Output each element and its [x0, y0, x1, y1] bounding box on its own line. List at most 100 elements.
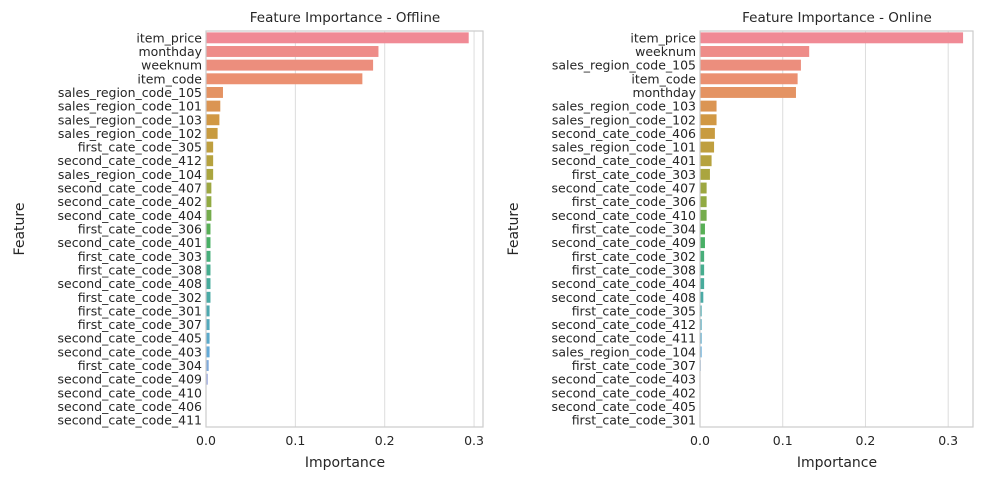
y-tick-label: second_cate_code_403: [58, 344, 202, 359]
y-tick-label: second_cate_code_407: [58, 181, 202, 196]
y-tick-label: first_cate_code_303: [572, 167, 696, 182]
chart-title: Feature Importance - Offline: [250, 10, 440, 26]
y-tick-label: weeknum: [141, 58, 202, 73]
bar: [206, 250, 211, 262]
bar: [206, 141, 214, 153]
y-tick-label: first_cate_code_307: [78, 317, 202, 332]
bar: [700, 46, 810, 57]
bar: [700, 100, 717, 112]
bar: [206, 196, 212, 208]
bar: [700, 59, 801, 71]
bar: [206, 305, 210, 317]
x-tick-label: 0.0: [690, 433, 710, 448]
y-tick-label: second_cate_code_405: [58, 331, 202, 346]
y-tick-label: item_code: [137, 71, 202, 86]
y-tick-label: second_cate_code_410: [552, 208, 697, 223]
x-tick-label: 0.1: [773, 433, 793, 448]
y-tick-label: monthday: [632, 85, 696, 100]
y-tick-label: first_cate_code_306: [78, 222, 202, 237]
x-tick-label: 0.2: [375, 433, 395, 448]
y-tick-label: second_cate_code_410: [58, 385, 203, 400]
y-tick-label: sales_region_code_105: [552, 58, 696, 73]
bar: [700, 114, 717, 126]
y-tick-label: first_cate_code_303: [78, 249, 202, 264]
y-tick-label: second_cate_code_404: [58, 208, 203, 223]
bar: [206, 264, 211, 276]
bar: [206, 373, 208, 385]
y-tick-label: first_cate_code_302: [78, 290, 202, 305]
bar: [700, 237, 705, 249]
bar: [206, 168, 214, 180]
chart-title: Feature Importance - Online: [742, 10, 932, 26]
bar: [206, 59, 374, 71]
y-tick-label: second_cate_code_401: [58, 235, 202, 250]
x-tick-label: 0.2: [856, 433, 876, 448]
y-tick-label: second_cate_code_408: [552, 290, 697, 305]
y-tick-label: second_cate_code_406: [552, 126, 697, 141]
y-tick-label: first_cate_code_306: [572, 194, 696, 209]
y-tick-label: first_cate_code_308: [572, 262, 696, 277]
y-axis-label: Feature: [12, 203, 28, 256]
y-tick-label: first_cate_code_307: [572, 358, 696, 373]
y-tick-label: sales_region_code_104: [58, 167, 202, 182]
y-tick-label: item_code: [631, 71, 696, 86]
y-tick-label: second_cate_code_402: [552, 385, 696, 400]
bar: [700, 86, 796, 98]
y-tick-label: sales_region_code_103: [58, 112, 202, 127]
axes-frame: [205, 30, 484, 428]
y-tick-label: second_cate_code_411: [552, 331, 696, 346]
bar: [206, 346, 210, 358]
bar: [700, 278, 705, 290]
y-axis-label: Feature: [506, 203, 522, 256]
y-tick-label: sales_region_code_104: [552, 344, 696, 359]
bar: [700, 141, 715, 153]
y-tick-label: second_cate_code_406: [58, 399, 203, 414]
bar: [700, 319, 702, 331]
bar: [206, 182, 212, 194]
y-tick-label: item_price: [630, 30, 696, 45]
x-tick-label: 0.0: [196, 433, 216, 448]
bar: [700, 155, 712, 167]
bar: [700, 264, 705, 276]
y-tick-label: second_cate_code_407: [552, 181, 696, 196]
y-tick-label: first_cate_code_301: [78, 303, 202, 318]
y-tick-label: sales_region_code_102: [58, 126, 202, 141]
y-tick-label: second_cate_code_412: [58, 153, 202, 168]
bar: [206, 114, 220, 126]
bar: [206, 73, 363, 85]
bar: [700, 209, 707, 221]
x-axis-label: Importance: [797, 455, 877, 471]
chart-panel-2: item_priceweeknumsales_region_code_105it…: [506, 10, 974, 471]
y-tick-label: first_cate_code_304: [78, 358, 202, 373]
y-tick-label: second_cate_code_408: [58, 276, 203, 291]
y-tick-label: sales_region_code_101: [58, 99, 202, 114]
bar: [206, 86, 223, 98]
bar: [700, 168, 710, 180]
y-tick-label: weeknum: [635, 44, 696, 59]
y-tick-label: first_cate_code_305: [572, 303, 696, 318]
y-tick-label: sales_region_code_102: [552, 112, 696, 127]
y-tick-label: second_cate_code_402: [58, 194, 202, 209]
bar: [206, 209, 212, 221]
bar: [700, 223, 705, 235]
y-tick-label: first_cate_code_308: [78, 262, 202, 277]
bar: [700, 196, 707, 208]
bar: [700, 73, 798, 85]
y-tick-label: monthday: [138, 44, 202, 59]
bar: [206, 223, 211, 235]
y-tick-label: sales_region_code_103: [552, 99, 696, 114]
y-tick-label: second_cate_code_409: [552, 235, 697, 250]
bar: [206, 155, 214, 167]
y-tick-label: second_cate_code_403: [552, 372, 696, 387]
bar: [700, 291, 704, 303]
bar: [206, 32, 469, 44]
bar: [206, 319, 210, 331]
y-tick-label: sales_region_code_101: [552, 140, 696, 155]
chart-panel-1: item_pricemonthdayweeknumitem_codesales_…: [12, 10, 484, 471]
y-tick-label: second_cate_code_411: [58, 413, 202, 428]
x-tick-label: 0.3: [464, 433, 484, 448]
axes-frame: [699, 30, 974, 428]
y-tick-label: second_cate_code_401: [552, 153, 696, 168]
bar: [206, 291, 211, 303]
